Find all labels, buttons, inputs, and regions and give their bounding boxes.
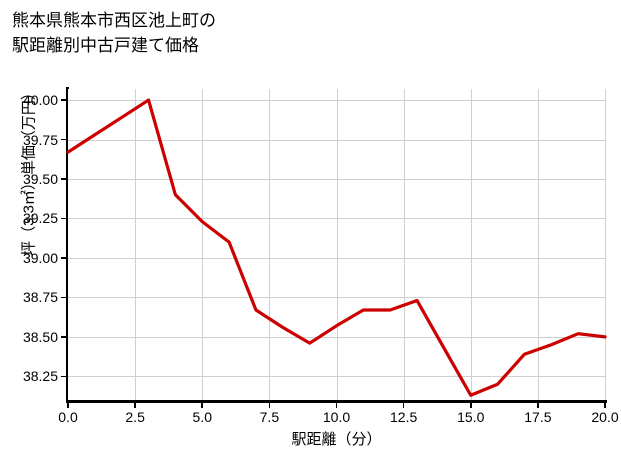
chart-title: 熊本県熊本市西区池上町の 駅距離別中古戸建て価格	[12, 11, 216, 55]
gridline-vertical	[135, 89, 137, 400]
x-tick-label: 5.0	[192, 409, 212, 425]
y-tick-mark	[61, 99, 67, 101]
x-tick-mark	[402, 402, 405, 408]
x-tick-mark	[537, 402, 539, 408]
x-tick-label: 0.0	[58, 409, 78, 425]
y-tick-label: 39.50	[22, 170, 58, 187]
x-tick-label: 12.5	[390, 409, 418, 425]
x-tick-mark	[201, 402, 204, 408]
gridline-vertical	[537, 89, 539, 400]
x-tick-mark	[604, 402, 606, 408]
y-tick-mark	[61, 336, 67, 338]
x-tick-mark	[67, 402, 69, 408]
y-tick-mark	[61, 375, 67, 378]
price-line-path	[66, 98, 607, 397]
x-axis-label: 駅距離（分）	[291, 431, 382, 448]
y-tick-mark	[61, 257, 67, 259]
x-tick-mark	[335, 402, 338, 408]
y-tick-label: 38.50	[22, 328, 58, 345]
x-tick-mark	[268, 402, 271, 408]
x-tick-label: 20.0	[591, 409, 619, 425]
x-tick-label: 10.0	[322, 409, 351, 425]
x-tick-label: 17.5	[524, 409, 552, 425]
y-tick-mark	[61, 217, 67, 220]
x-tick-mark	[469, 402, 472, 408]
y-tick-mark	[61, 138, 67, 141]
gridline-vertical	[403, 89, 405, 400]
x-tick-label: 7.5	[259, 409, 280, 425]
gridline-vertical	[605, 89, 606, 400]
gridline-vertical	[336, 89, 338, 400]
y-axis-spine	[66, 87, 69, 402]
gridline-vertical	[470, 89, 472, 400]
x-tick-label: 2.5	[125, 409, 145, 425]
y-tick-label: 40.00	[22, 92, 58, 109]
y-tick-label: 39.75	[22, 131, 58, 148]
x-tick-mark	[134, 402, 136, 408]
y-tick-label: 39.25	[22, 210, 58, 227]
y-tick-label: 38.25	[22, 368, 58, 385]
x-tick-label: 15.0	[457, 409, 485, 425]
y-tick-mark	[61, 296, 67, 299]
gridline-vertical	[269, 89, 271, 400]
price-line-series	[66, 98, 607, 397]
y-tick-label: 38.75	[22, 289, 58, 306]
y-tick-mark	[61, 178, 67, 180]
gridline-vertical	[202, 89, 204, 400]
x-axis-spine	[66, 400, 607, 403]
plot-area	[66, 89, 607, 400]
y-tick-label: 39.00	[22, 249, 58, 266]
